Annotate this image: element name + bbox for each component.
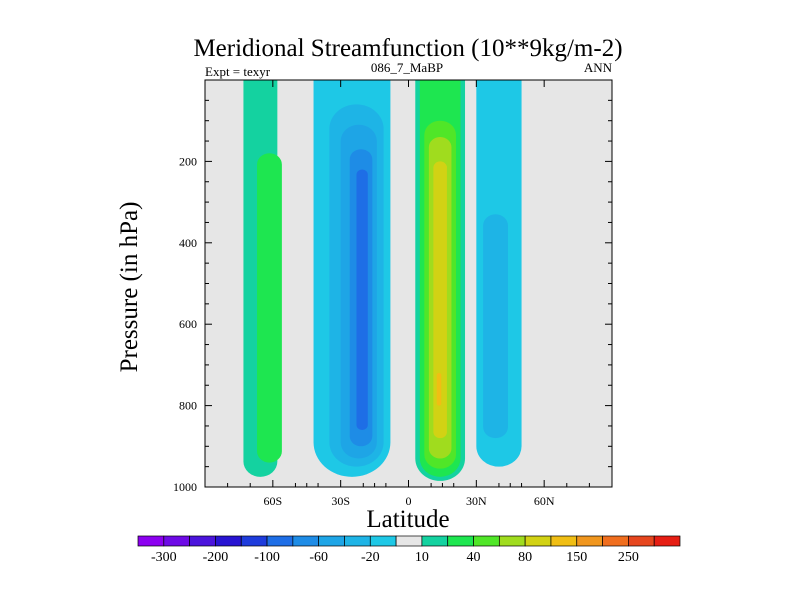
colorbar-swatch xyxy=(240,535,268,547)
colorbar-swatch xyxy=(653,535,681,547)
colorbar-label: 10 xyxy=(415,550,429,565)
colorbar-swatch xyxy=(344,535,371,547)
colorbar-swatch xyxy=(447,535,474,547)
colorbar-swatch xyxy=(550,535,578,547)
colorbar-swatch xyxy=(395,535,423,547)
y-tick-label: 1000 xyxy=(173,480,197,494)
y-tick-label: 600 xyxy=(179,317,197,331)
colorbar-swatch xyxy=(602,535,629,547)
colorbar-swatch xyxy=(163,535,190,547)
colorbar-label: 40 xyxy=(467,550,481,565)
x-tick-label: 60N xyxy=(534,494,555,508)
colorbar-label: -60 xyxy=(309,550,328,565)
y-axis-label: Pressure (in hPa) xyxy=(116,202,143,373)
right-string: ANN xyxy=(584,60,613,75)
axes: 60S 30S 0 30N 60N 200 400 600 800 1000 xyxy=(173,80,612,508)
colorbar-swatch xyxy=(421,535,449,547)
colorbar-swatch xyxy=(215,535,242,547)
colorbar-swatch xyxy=(576,535,603,547)
x-axis-label: Latitude xyxy=(366,506,449,533)
center-string: 086_7_MaBP xyxy=(371,60,443,75)
contour-cells xyxy=(243,80,522,481)
nh-hadley-max xyxy=(436,373,442,406)
x-tick-label: 30S xyxy=(331,494,350,508)
colorbar-swatch xyxy=(369,535,397,547)
colorbar-label: -200 xyxy=(203,550,229,565)
colorbar-label: 80 xyxy=(518,550,532,565)
sh-hadley-core xyxy=(356,169,368,431)
colorbar-swatch xyxy=(628,535,655,547)
left-string: Expt = texyr xyxy=(205,64,271,79)
colorbar: -300 -200 -100 -60 -20 10 40 80 150 250 xyxy=(137,535,681,565)
chart-title: Meridional Streamfunction (10**9kg/m-2) xyxy=(193,35,622,62)
nh-hadley-core xyxy=(433,161,447,439)
x-tick-label: 0 xyxy=(406,494,412,508)
x-tick-label: 60S xyxy=(263,494,282,508)
colorbar-swatch xyxy=(266,535,294,547)
colorbar-swatch xyxy=(189,535,216,547)
colorbar-label: -100 xyxy=(254,550,280,565)
colorbar-label: -300 xyxy=(151,550,177,565)
y-tick-label: 800 xyxy=(179,399,197,413)
colorbar-swatch xyxy=(498,535,526,547)
colorbar-swatch xyxy=(524,535,552,547)
sh-polar-cell-core xyxy=(257,153,282,463)
y-tick-label: 200 xyxy=(179,154,197,168)
x-tick-label: 30N xyxy=(466,494,487,508)
colorbar-label: 250 xyxy=(618,550,639,565)
colorbar-swatch xyxy=(137,535,165,547)
colorbar-swatch xyxy=(292,535,320,547)
colorbar-swatch xyxy=(318,535,345,547)
nh-ferrel-core xyxy=(483,214,508,439)
colorbar-label: 150 xyxy=(566,550,587,565)
colorbar-swatch xyxy=(473,535,500,547)
y-tick-label: 400 xyxy=(179,236,197,250)
colorbar-label: -20 xyxy=(361,550,380,565)
